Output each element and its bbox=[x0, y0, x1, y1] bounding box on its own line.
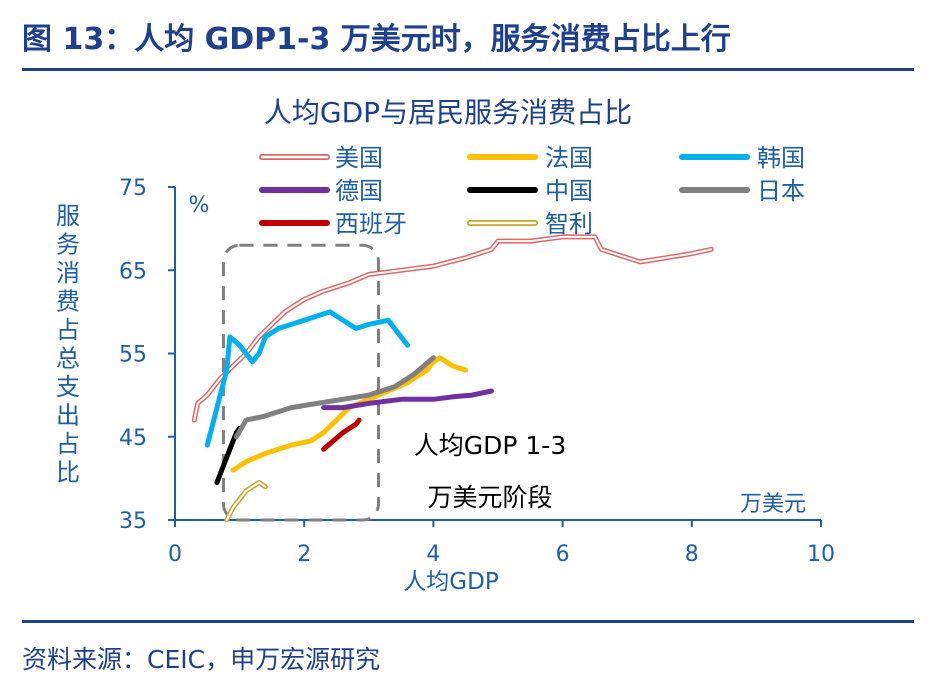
y-unit-label: % bbox=[189, 193, 210, 218]
annotation-box bbox=[221, 243, 380, 522]
series-line-inner bbox=[193, 235, 713, 422]
figure-title: 图 13：人均 GDP1-3 万美元时，服务消费占比上行 bbox=[22, 22, 731, 57]
legend-label: 德国 bbox=[335, 177, 383, 205]
legend-label: 日本 bbox=[757, 177, 805, 205]
footer-rule bbox=[22, 620, 914, 623]
legend-label: 西班牙 bbox=[335, 210, 407, 238]
y-axis-label: 服务消费占总支出占比 bbox=[56, 202, 80, 487]
series-line bbox=[224, 480, 268, 523]
annotation-line-1: 人均GDP 1-3 bbox=[414, 431, 566, 460]
y-tick-label: 75 bbox=[119, 176, 147, 201]
legend-label: 韩国 bbox=[757, 144, 805, 172]
source-note: 资料来源：CEIC，申万宏源研究 bbox=[22, 645, 381, 674]
series-line bbox=[321, 388, 494, 411]
chart: 人均GDP与居民服务消费占比 服务消费占总支出占比 % 0 2 4 6 8 10 35 45 5… bbox=[56, 96, 835, 595]
series-line bbox=[204, 309, 411, 448]
x-tick-label: 4 bbox=[426, 542, 440, 567]
x-unit-label: 万美元 bbox=[740, 492, 806, 517]
series-line-inner bbox=[225, 481, 267, 521]
legend-label: 法国 bbox=[545, 144, 593, 172]
annotation-line-2: 万美元阶段 bbox=[427, 483, 552, 512]
title-rule bbox=[22, 68, 914, 71]
y-tick-label: 55 bbox=[119, 343, 147, 368]
y-tick-label: 35 bbox=[119, 509, 147, 534]
legend-label: 智利 bbox=[545, 210, 593, 238]
y-tick-label: 65 bbox=[119, 259, 147, 284]
legend-label: 中国 bbox=[545, 177, 593, 205]
chart-title: 人均GDP与居民服务消费占比 bbox=[264, 96, 632, 129]
legend-label: 美国 bbox=[335, 144, 383, 172]
annotation-box-group bbox=[221, 243, 380, 522]
x-tick-label: 6 bbox=[556, 542, 570, 567]
y-axis-label-text: 服务消费占总支出占比 bbox=[56, 202, 80, 487]
x-tick-label: 0 bbox=[168, 542, 182, 567]
x-tick-label: 10 bbox=[807, 542, 835, 567]
series-line bbox=[191, 234, 714, 423]
axis-ticks: 0 2 4 6 8 10 35 45 55 65 75 bbox=[119, 176, 835, 567]
series-group bbox=[191, 234, 714, 523]
series-line bbox=[321, 417, 362, 452]
series-line bbox=[233, 355, 436, 440]
x-tick-label: 2 bbox=[297, 542, 311, 567]
x-axis-label: 人均GDP bbox=[403, 569, 499, 595]
y-tick-label: 45 bbox=[119, 426, 147, 451]
x-tick-label: 8 bbox=[685, 542, 699, 567]
